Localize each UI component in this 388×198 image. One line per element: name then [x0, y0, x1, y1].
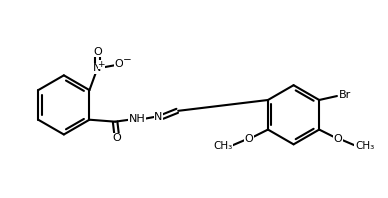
Text: NH: NH: [128, 114, 145, 124]
Text: CH₃: CH₃: [213, 141, 232, 151]
Text: CH₃: CH₃: [355, 141, 374, 151]
Text: O: O: [334, 134, 342, 144]
Text: O: O: [245, 134, 254, 144]
Text: O: O: [93, 47, 102, 57]
Text: N: N: [154, 112, 163, 122]
Text: −: −: [123, 55, 131, 65]
Text: Br: Br: [339, 90, 351, 100]
Text: O: O: [115, 59, 123, 69]
Text: O: O: [113, 133, 121, 143]
Text: +: +: [97, 60, 105, 69]
Text: N: N: [93, 63, 102, 73]
